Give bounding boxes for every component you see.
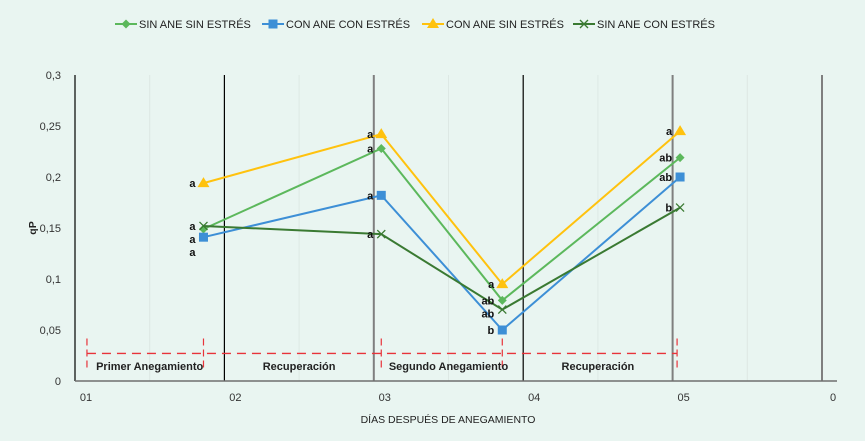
point-triangle bbox=[496, 278, 509, 289]
gridlines bbox=[149, 75, 748, 381]
x-tick-label: 0 bbox=[830, 392, 836, 404]
legend-label: SIN ANE SIN ESTRÉS bbox=[139, 18, 251, 31]
point-triangle bbox=[674, 125, 687, 136]
series-line bbox=[203, 147, 681, 302]
significance-label: a bbox=[666, 126, 673, 138]
phase-label: Recuperación bbox=[562, 361, 635, 373]
y-tick-label: 0,3 bbox=[46, 70, 61, 82]
series-con-ane-sin-estr-s bbox=[197, 125, 687, 289]
x-tick-label: 03 bbox=[379, 392, 391, 404]
x-tick-label: 02 bbox=[229, 392, 241, 404]
series-line bbox=[203, 176, 681, 332]
legend-item: SIN ANE SIN ESTRÉS bbox=[115, 18, 251, 31]
point-square bbox=[198, 232, 208, 242]
phase-labels: Primer Anegamiento Recuperación Segundo An… bbox=[96, 361, 634, 373]
significance-label: a bbox=[367, 229, 374, 241]
series-con-ane-con-estr-s bbox=[198, 172, 685, 335]
series-group bbox=[197, 125, 687, 335]
y-tick-label: 0,15 bbox=[40, 223, 61, 235]
phase-label: Segundo Anegamiento bbox=[389, 361, 509, 373]
y-axis-title: qP bbox=[27, 221, 39, 234]
point-diamond bbox=[497, 295, 507, 305]
significance-label: ab bbox=[659, 153, 672, 165]
significance-label: ab bbox=[481, 295, 494, 307]
point-square bbox=[376, 190, 386, 200]
legend-item: CON ANE SIN ESTRÉS bbox=[422, 18, 564, 31]
point-x bbox=[579, 19, 589, 29]
y-tick-label: 0,2 bbox=[46, 172, 61, 184]
axes: 0 0,05 0,1 0,15 0,2 0,25 0,3 01 02 03 04 05 0 bbox=[40, 70, 837, 404]
point-square bbox=[497, 325, 507, 335]
significance-label: a bbox=[189, 247, 196, 259]
significance-label: a bbox=[367, 129, 374, 141]
significance-label: a bbox=[189, 178, 196, 190]
x-tick-label: 01 bbox=[80, 392, 92, 404]
legend-item: CON ANE CON ESTRÉS bbox=[262, 18, 410, 31]
significance-label: b bbox=[665, 203, 672, 215]
series-line bbox=[203, 130, 681, 286]
point-triangle bbox=[427, 18, 439, 28]
legend-item: SIN ANE CON ESTRÉS bbox=[573, 18, 715, 31]
series-sin-ane-sin-estr-s bbox=[198, 143, 685, 305]
x-tick-label: 05 bbox=[677, 392, 689, 404]
phase-label: Primer Anegamiento bbox=[96, 361, 203, 373]
y-tick-label: 0,25 bbox=[40, 121, 61, 133]
significance-label: ab bbox=[481, 308, 494, 320]
significance-label: a bbox=[189, 234, 196, 246]
legend: SIN ANE SIN ESTRÉS CON ANE CON ESTRÉS CON … bbox=[115, 18, 715, 31]
phase-dividers bbox=[223, 75, 823, 381]
significance-label: ab bbox=[659, 172, 672, 184]
y-tick-label: 0 bbox=[55, 376, 61, 388]
legend-label: SIN ANE CON ESTRÉS bbox=[597, 18, 715, 31]
point-triangle bbox=[375, 128, 388, 139]
point-square bbox=[268, 19, 278, 29]
significance-label: a bbox=[189, 221, 196, 233]
stress-markers bbox=[86, 338, 678, 371]
legend-label: CON ANE CON ESTRÉS bbox=[286, 18, 410, 31]
significance-label: a bbox=[367, 143, 374, 155]
point-square bbox=[675, 172, 685, 182]
point-x bbox=[199, 221, 208, 231]
point-x bbox=[675, 203, 685, 213]
series-sin-ane-con-estr-s bbox=[199, 203, 685, 315]
point-diamond bbox=[376, 143, 386, 153]
significance-label: b bbox=[488, 325, 495, 337]
point-x-stroke bbox=[579, 19, 589, 29]
y-tick-label: 0,1 bbox=[46, 274, 61, 286]
point-triangle bbox=[197, 177, 210, 188]
significance-label: a bbox=[488, 279, 495, 291]
x-tick-label: 04 bbox=[528, 392, 540, 404]
point-x bbox=[376, 229, 386, 239]
point-x-stroke bbox=[675, 203, 685, 213]
legend-label: CON ANE SIN ESTRÉS bbox=[446, 18, 564, 31]
y-tick-label: 0,05 bbox=[40, 325, 61, 337]
significance-label: a bbox=[367, 190, 374, 202]
point-x-stroke bbox=[497, 305, 507, 315]
point-diamond bbox=[675, 153, 685, 163]
point-diamond bbox=[121, 19, 131, 29]
series-line bbox=[203, 206, 681, 311]
phase-label: Recuperación bbox=[263, 361, 336, 373]
point-x-stroke bbox=[376, 229, 386, 239]
x-axis-title: DÍAS DESPUÉS DE ANEGAMIENTO bbox=[361, 413, 536, 426]
point-x bbox=[497, 305, 507, 315]
point-x-stroke bbox=[199, 221, 208, 231]
